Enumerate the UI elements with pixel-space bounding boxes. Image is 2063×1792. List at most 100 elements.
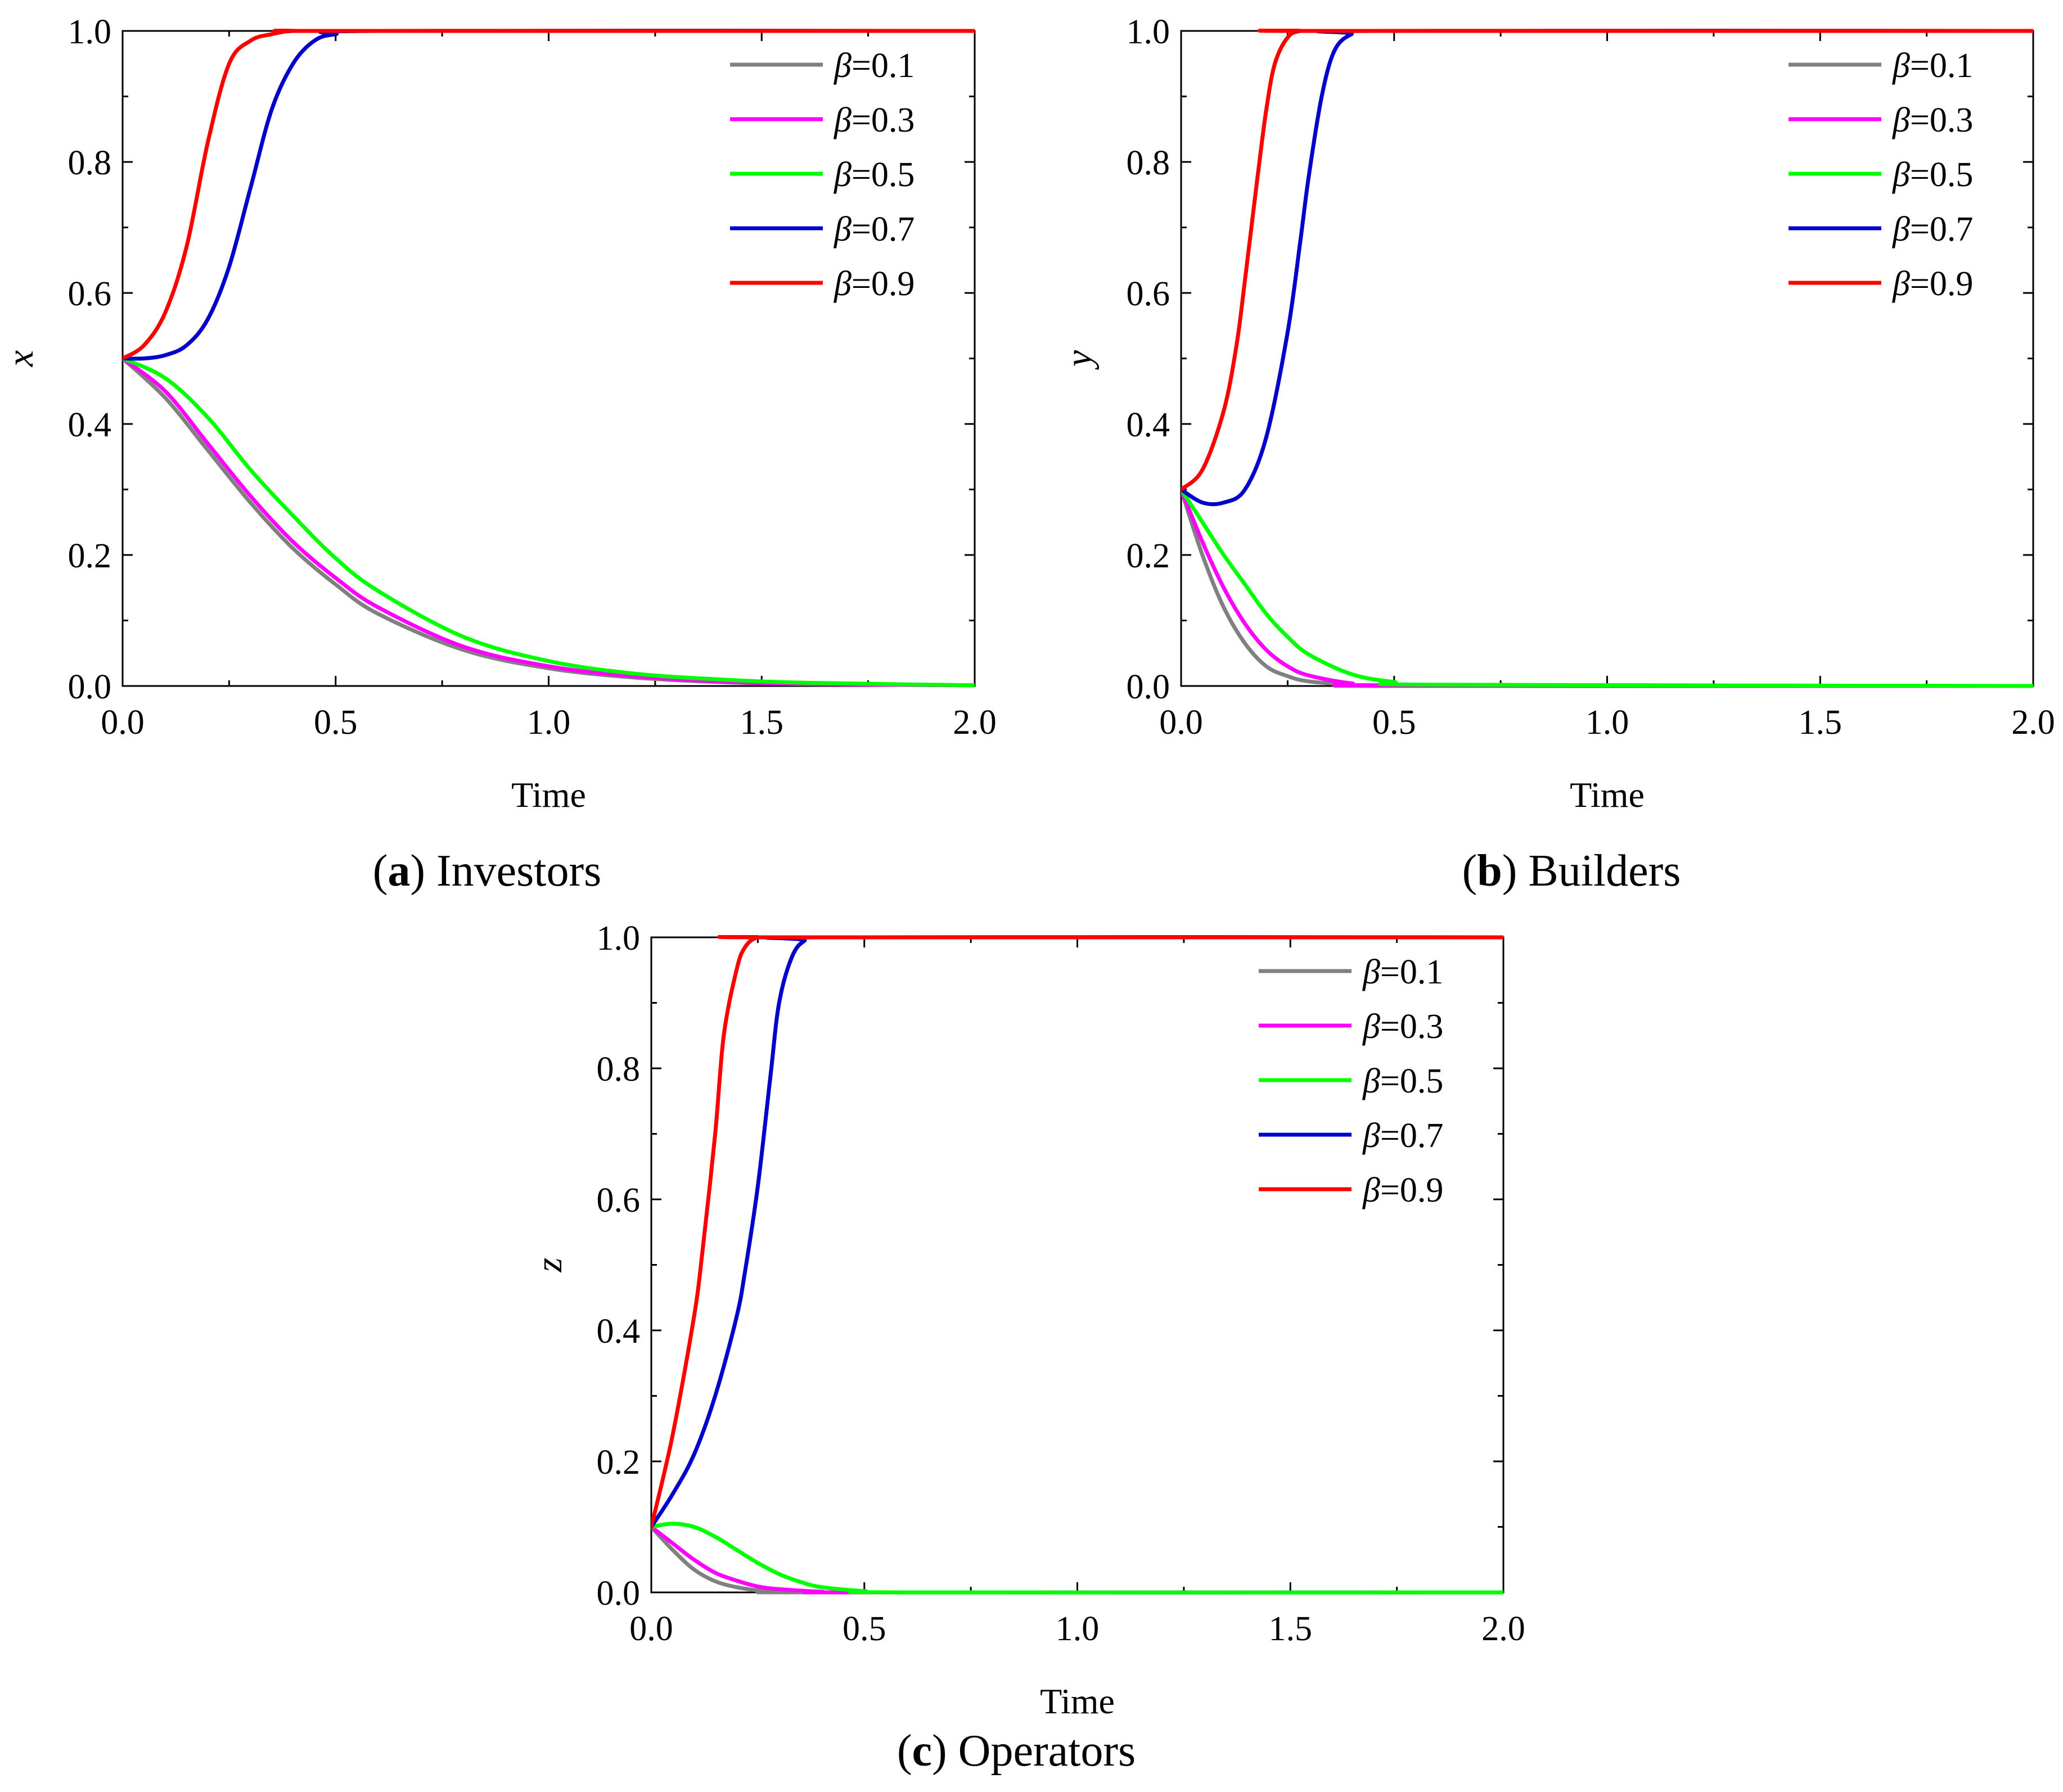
legend-beta-symbol: β [1892,101,1910,139]
legend-label: β=0.7 [1892,210,1973,249]
caption-a: (a) Investors [373,846,602,896]
caption-a-text: Investors [436,846,601,896]
x-axis-label: Time [1040,1681,1115,1721]
x-tick-label: 0.0 [101,703,145,742]
legend-value: =0.3 [1380,1008,1443,1046]
legend-label: β=0.5 [1362,1062,1443,1100]
legend-label: β=0.5 [1892,156,1973,194]
legend-beta-symbol: β [834,101,852,139]
legend-label: β=0.9 [1892,265,1973,303]
caption-c: (c) Operators [897,1726,1136,1776]
series-group [1181,29,2033,688]
legend-label: β=0.7 [1362,1117,1443,1155]
x-tick-label: 2.0 [2011,703,2055,742]
y-tick-label: 0.2 [1127,537,1170,575]
x-tick-label: 1.0 [527,703,571,742]
x-tick-label: 1.0 [1585,703,1629,742]
legend-value: =0.7 [1910,210,1973,249]
legend-beta-symbol: β [834,47,852,85]
series-line-beta-0-9 [651,935,1503,1529]
caption-b-text: Builders [1528,846,1681,896]
x-tick-label: 2.0 [953,703,997,742]
series-line-beta-0-5 [1181,488,2033,688]
legend-label: β=0.9 [834,265,915,303]
panel-b: 0.0 0.5 1.0 1.5 2.00.00.20.40.60.81.0Timeyβ=… [1058,13,2055,896]
caption-c-text: Operators [958,1726,1136,1776]
legend-value: =0.3 [852,101,915,139]
x-tick-label: 0.5 [843,1610,886,1648]
x-tick-label: 1.5 [740,703,784,742]
legend-value: =0.5 [1910,156,1973,194]
y-tick-label: 0.4 [1127,406,1170,444]
series-line-beta-0-9 [123,29,975,360]
x-tick-label: 0.5 [314,703,358,742]
legend-beta-symbol: β [1362,1117,1380,1155]
y-tick-label: 0.0 [597,1574,641,1613]
y-tick-label: 0.2 [68,537,112,575]
x-axis-label: Time [1570,775,1645,815]
y-tick-label: 1.0 [1127,13,1170,51]
legend-value: =0.9 [1910,265,1973,303]
legend-value: =0.3 [1910,101,1973,139]
y-axis-label: x [0,350,41,367]
legend-value: =0.1 [852,47,915,85]
x-axis-label: Time [511,775,586,815]
y-axis-label: z [529,1258,570,1273]
legend-label: β=0.9 [1362,1171,1443,1209]
y-axis-label: y [1058,350,1100,370]
series-group [651,935,1503,1595]
plot-c: 0.0 0.5 1.0 1.5 2.00.00.20.40.60.81.0Timezβ=… [529,919,1525,1721]
legend-label: β=0.7 [834,210,915,249]
legend-beta-symbol: β [834,265,852,303]
legend-beta-symbol: β [1892,265,1910,303]
plot-a: 0.0 0.5 1.0 1.5 2.00.00.20.40.60.81.0Timexβ=… [0,13,997,815]
legend-value: =0.9 [852,265,915,303]
y-tick-label: 0.0 [1127,668,1170,706]
legend-label: β=0.1 [1362,953,1443,991]
legend: β=0.1β=0.3β=0.5β=0.7β=0.9 [1789,47,1973,303]
y-tick-label: 0.0 [68,668,112,706]
legend-label: β=0.3 [1892,101,1973,139]
legend-beta-symbol: β [834,210,852,249]
y-tick-label: 0.8 [597,1050,641,1089]
caption-a-letter: a [388,846,410,896]
panel-c: 0.0 0.5 1.0 1.5 2.00.00.20.40.60.81.0Timezβ=… [529,919,1525,1776]
legend-beta-symbol: β [1892,156,1910,194]
legend-value: =0.5 [1380,1062,1443,1100]
legend-beta-symbol: β [834,156,852,194]
caption-c-letter: c [912,1726,933,1776]
legend-value: =0.7 [1380,1117,1443,1155]
series-line-beta-0-5 [123,356,975,688]
caption-b: (b) Builders [1462,846,1681,896]
y-tick-label: 0.4 [597,1312,641,1351]
legend-beta-symbol: β [1362,1008,1380,1046]
x-tick-label: 1.5 [1799,703,1843,742]
y-tick-label: 0.8 [68,144,112,182]
y-tick-label: 1.0 [68,13,112,51]
x-tick-label: 2.0 [1481,1610,1525,1648]
legend: β=0.1β=0.3β=0.5β=0.7β=0.9 [730,47,915,303]
y-tick-label: 0.8 [1127,144,1170,182]
caption-b-letter: b [1477,846,1502,896]
x-tick-label: 1.0 [1056,1610,1100,1648]
panel-a: 0.0 0.5 1.0 1.5 2.00.00.20.40.60.81.0Timexβ=… [0,13,997,896]
legend-label: β=0.5 [834,156,915,194]
legend-value: =0.1 [1380,953,1443,991]
x-tick-label: 1.5 [1269,1610,1313,1648]
legend-value: =0.1 [1910,47,1973,85]
legend-label: β=0.1 [834,47,915,85]
legend-beta-symbol: β [1892,47,1910,85]
series-line-beta-0-9 [1181,29,2033,491]
legend-value: =0.5 [852,156,915,194]
legend-beta-symbol: β [1362,953,1380,991]
series-line-beta-0-5 [651,1522,1503,1595]
y-tick-label: 0.4 [68,406,112,444]
legend: β=0.1β=0.3β=0.5β=0.7β=0.9 [1259,953,1443,1209]
legend-value: =0.7 [852,210,915,249]
legend-value: =0.9 [1380,1171,1443,1209]
y-tick-label: 0.6 [68,275,112,313]
x-tick-label: 0.5 [1372,703,1416,742]
y-tick-label: 0.6 [597,1181,641,1220]
x-tick-label: 0.0 [629,1610,673,1648]
